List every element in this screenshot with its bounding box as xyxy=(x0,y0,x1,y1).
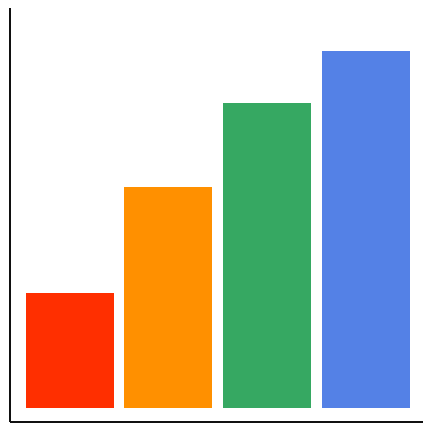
axes-group xyxy=(9,8,423,423)
bars-group xyxy=(26,51,410,408)
bar-2 xyxy=(124,187,212,408)
bar-3 xyxy=(223,103,311,408)
bar-1 xyxy=(26,293,114,408)
bar-4 xyxy=(322,51,410,408)
